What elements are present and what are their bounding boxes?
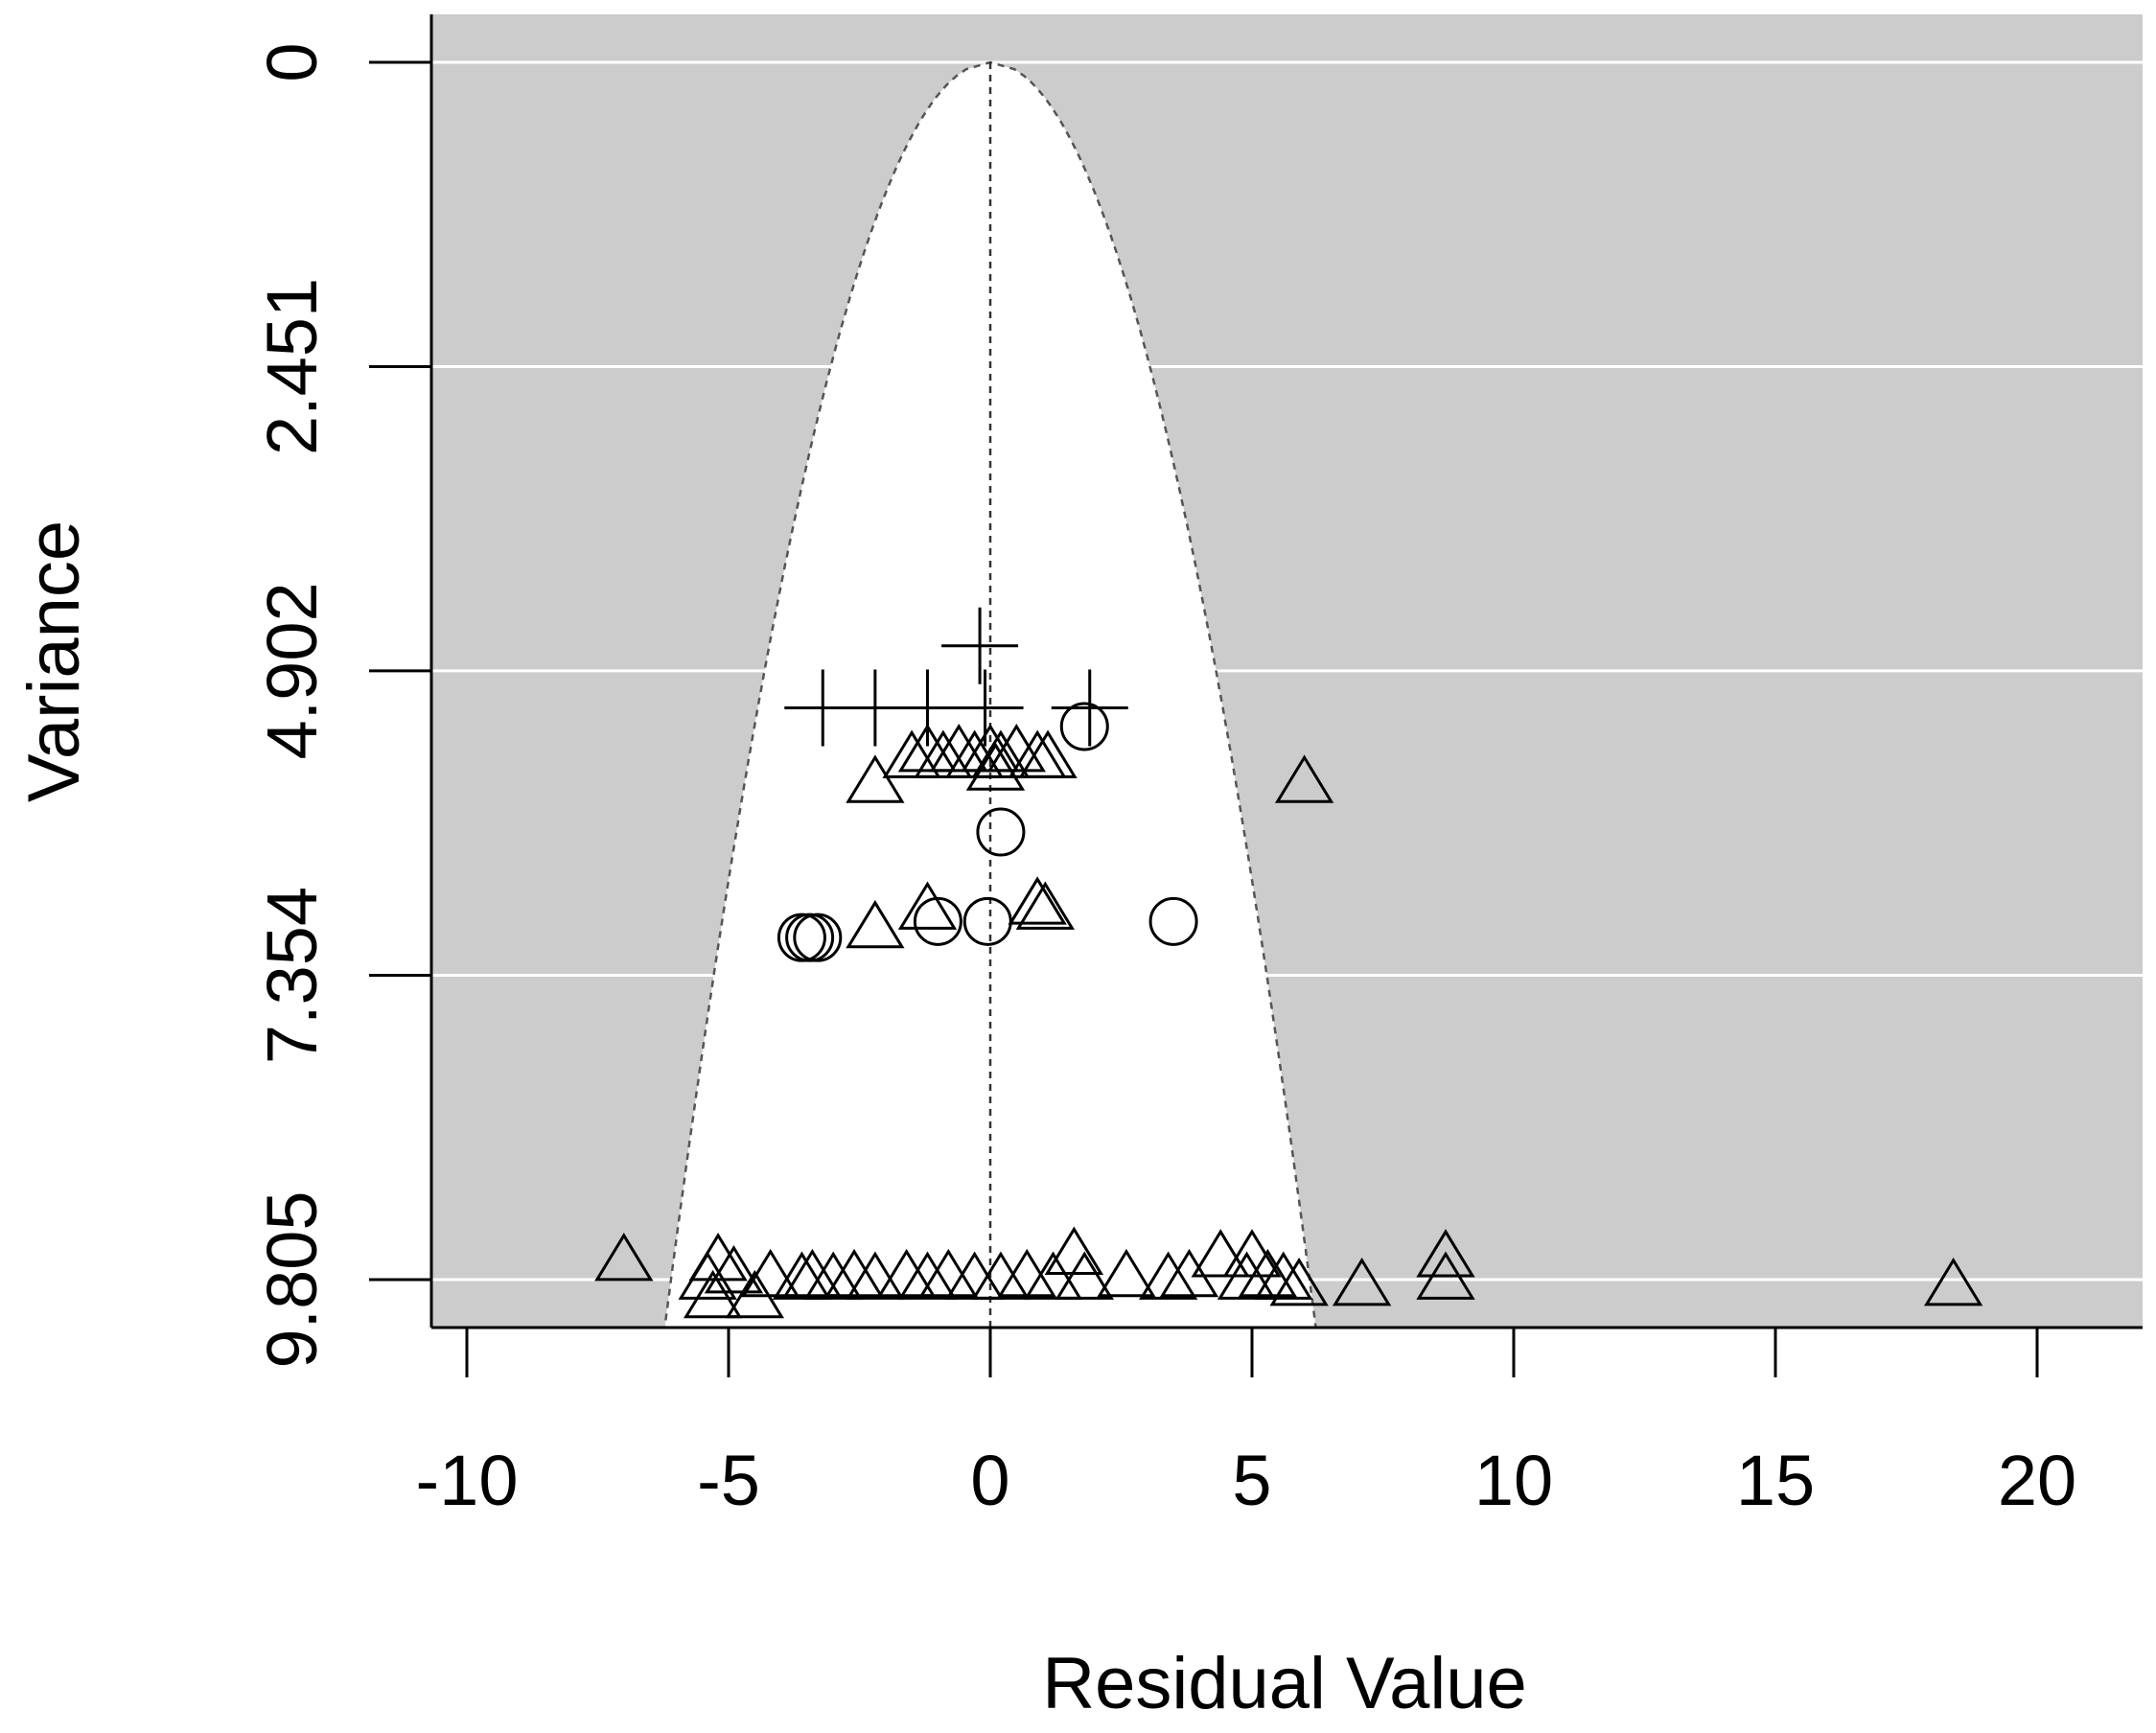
triangle-point-13 xyxy=(846,899,905,949)
y-tick-label-0: 0 xyxy=(252,42,332,81)
triangle-point-50 xyxy=(1923,1257,1983,1306)
x-tick-label-0: -10 xyxy=(416,1441,519,1520)
circle-point-7 xyxy=(793,913,843,962)
triangle-point-27 xyxy=(824,1248,884,1298)
triangle-point-46 xyxy=(1269,1257,1329,1306)
triangle-point-4 xyxy=(914,729,973,778)
y-axis: 0 2.451 4.902 7.354 9.805 xyxy=(252,42,431,1369)
triangle-point-44 xyxy=(1238,1248,1298,1298)
triangle-point-37 xyxy=(1055,1251,1114,1300)
triangle-point-21 xyxy=(704,1244,764,1294)
x-tick-label-6: 20 xyxy=(1998,1441,2076,1520)
triangle-point-48 xyxy=(1416,1229,1475,1278)
triangle-point-35 xyxy=(1023,1251,1083,1300)
triangle-point-49 xyxy=(1416,1251,1475,1300)
triangle-point-14 xyxy=(897,881,958,930)
triangle-point-45 xyxy=(1254,1251,1313,1300)
circle-point-4 xyxy=(1148,896,1198,946)
triangle-point-23 xyxy=(741,1248,800,1298)
triangle-point-8 xyxy=(971,729,1031,778)
triangle-point-40 xyxy=(1159,1248,1219,1298)
triangle-point-19 xyxy=(678,1251,737,1300)
x-tick-label-2: 0 xyxy=(970,1441,1009,1520)
y-tick-label-3: 7.354 xyxy=(252,887,332,1064)
triangle-point-20 xyxy=(683,1269,743,1319)
triangle-point-39 xyxy=(1138,1251,1198,1300)
circle-point-0 xyxy=(1059,702,1109,751)
triangle-point-25 xyxy=(782,1248,843,1298)
triangle-point-11 xyxy=(1018,729,1078,778)
triangle-point-17 xyxy=(594,1233,654,1282)
triangle-point-24 xyxy=(772,1251,832,1300)
x-tick-label-1: -5 xyxy=(697,1441,760,1520)
triangle-point-16 xyxy=(1015,881,1075,930)
triangle-point-38 xyxy=(1097,1248,1156,1298)
triangle-point-30 xyxy=(897,1251,958,1300)
plus-point-5 xyxy=(1051,669,1128,747)
data-points xyxy=(594,607,1983,1319)
triangle-point-47 xyxy=(1332,1257,1392,1306)
y-tick-label-2: 4.902 xyxy=(252,582,332,759)
triangle-point-9 xyxy=(986,723,1046,773)
triangle-point-26 xyxy=(803,1251,863,1300)
triangle-point-0 xyxy=(846,754,905,803)
triangle-point-41 xyxy=(1191,1229,1250,1278)
y-axis-title: Variance xyxy=(13,520,95,802)
triangle-point-1 xyxy=(1274,754,1334,803)
x-axis: -10 -5 0 5 10 15 20 xyxy=(416,1326,2076,1520)
triangle-point-3 xyxy=(897,723,958,773)
circle-point-2 xyxy=(913,896,962,946)
x-tick-label-3: 5 xyxy=(1232,1441,1271,1520)
triangle-point-5 xyxy=(929,723,988,773)
triangle-point-33 xyxy=(971,1251,1031,1300)
triangle-point-2 xyxy=(882,729,941,778)
triangle-point-15 xyxy=(1008,876,1067,925)
x-tick-label-5: 15 xyxy=(1736,1441,1815,1520)
triangle-point-29 xyxy=(876,1248,937,1298)
triangle-point-28 xyxy=(846,1251,905,1300)
plus-point-0 xyxy=(941,607,1019,684)
x-tick-label-4: 10 xyxy=(1474,1441,1553,1520)
triangle-point-12 xyxy=(965,742,1026,791)
y-tick-label-1: 2.451 xyxy=(252,278,332,455)
x-axis-title: Residual Value xyxy=(1042,1643,1527,1724)
circle-point-1 xyxy=(976,807,1026,857)
y-tick-label-4: 9.805 xyxy=(252,1190,332,1368)
